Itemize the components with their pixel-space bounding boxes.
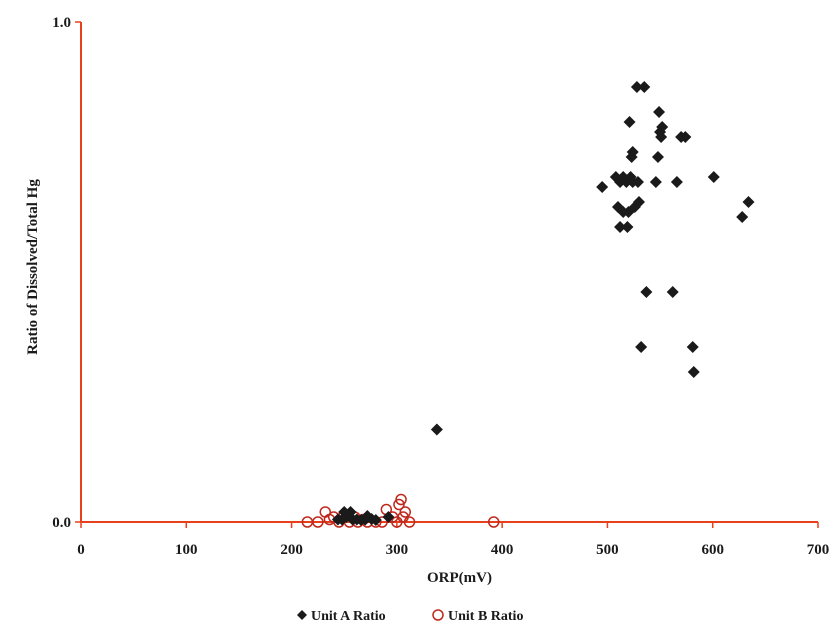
legend-item-unit-a: Unit A Ratio	[297, 609, 386, 624]
unit-a-point	[679, 131, 692, 143]
unit-b-point	[395, 493, 407, 506]
legend-label-unit-b: Unit B Ratio	[448, 609, 523, 624]
x-tick-label: 400	[491, 542, 514, 558]
unit-a-point	[649, 176, 662, 188]
unit-a-point	[655, 131, 668, 143]
legend-item-unit-b: Unit B Ratio	[432, 609, 523, 624]
legend-marker-unit-a	[297, 610, 307, 620]
unit-a-point	[707, 171, 720, 183]
unit-a-point	[686, 341, 699, 353]
unit-a-point	[651, 151, 664, 163]
unit-a-point	[382, 511, 395, 523]
x-tick-label: 200	[280, 542, 303, 558]
unit-b-point	[487, 516, 500, 528]
unit-b-point	[312, 516, 324, 528]
y-tick-label: 0.0	[52, 515, 71, 531]
unit-a-point	[666, 286, 679, 298]
unit-a-point	[638, 81, 651, 93]
x-tick-label: 600	[701, 542, 724, 558]
unit-a-point	[736, 211, 749, 223]
legend-label-unit-a: Unit A Ratio	[311, 609, 386, 624]
unit-a-point	[626, 146, 639, 158]
unit-a-point	[369, 514, 382, 526]
unit-a-point	[633, 196, 646, 208]
x-tick-label: 300	[386, 542, 409, 558]
y-tick-label: 1.0	[52, 15, 71, 31]
x-tick-label: 0	[77, 542, 85, 558]
legend-marker-unit-b	[432, 609, 444, 621]
axes: 0 100 200 300 400 500 600 700 0.0 1.0	[52, 15, 829, 558]
y-axis-title: Ratio of Dissolved/Total Hg	[25, 179, 41, 355]
unit-a-point	[635, 341, 648, 353]
unit-a-point	[430, 423, 443, 436]
unit-b-point	[399, 506, 412, 518]
unit-a-point	[653, 106, 666, 118]
plot-points	[301, 81, 755, 528]
legend: Unit A Ratio Unit B Ratio	[297, 609, 523, 624]
unit-b-point	[403, 516, 416, 528]
unit-a-point	[614, 221, 627, 233]
unit-a-point	[630, 81, 643, 93]
x-tick-label: 100	[175, 542, 198, 558]
x-axis-title: ORP(mV)	[427, 570, 492, 586]
unit-a-point	[742, 196, 755, 208]
unit-a-point	[338, 506, 351, 518]
x-axis-ticks: 0 100 200 300 400 500 600 700	[77, 522, 829, 558]
unit-a-point	[621, 221, 634, 233]
unit-b-point	[393, 498, 405, 511]
unit-a-point	[656, 121, 669, 133]
unit-a-point	[687, 366, 700, 378]
unit-a-point	[596, 181, 609, 193]
x-tick-label: 700	[807, 542, 830, 558]
unit-a-point	[640, 286, 653, 298]
unit-a-point	[670, 176, 683, 188]
unit-a-point	[623, 116, 636, 128]
y-axis-ticks: 0.0 1.0	[52, 15, 81, 531]
unit-a-point	[361, 510, 374, 522]
unit-a-point	[631, 176, 644, 188]
x-tick-label: 500	[596, 542, 619, 558]
